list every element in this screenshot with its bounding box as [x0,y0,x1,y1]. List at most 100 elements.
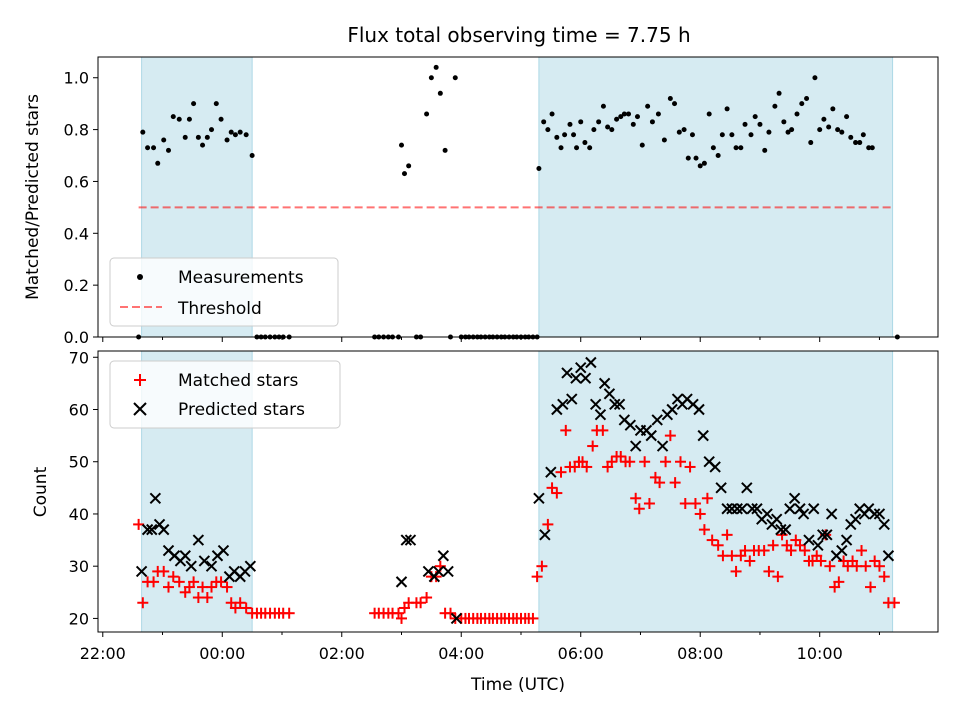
legend-label-matched: Matched stars [178,371,298,391]
predicted-point [539,529,551,541]
matched-point [639,456,651,468]
measurement-point [596,119,602,125]
legend-measurement-marker-icon [137,274,143,280]
predicted-point [205,560,218,572]
measurement-point [554,134,560,140]
bottom-ytick-label: 20 [69,609,89,628]
predicted-point [450,612,463,625]
x-axis-label: Time (UTC) [470,675,565,695]
predicted-point [645,429,657,442]
measurement-point [817,127,823,133]
predicted-point [217,544,230,557]
measurement-point [541,119,547,125]
predicted-point [741,482,753,494]
measurement-point [649,119,655,125]
measurement-point [710,145,716,151]
matched-point [860,560,872,572]
measurement-point [835,127,841,133]
matched-point [824,560,836,572]
matched-point [873,560,885,572]
matched-point [167,571,179,583]
measurement-point [794,111,800,117]
measurement-point [655,111,661,117]
measurement-point [757,121,763,127]
legend-label-measurements: Measurements [178,268,304,288]
measurement-point [667,95,673,101]
measurement-point [191,101,197,107]
measurement-point [830,106,836,112]
matched-point [864,581,876,593]
matched-point [721,529,733,541]
measurement-point [697,163,703,169]
predicted-point [135,565,148,578]
predicted-point [803,534,815,546]
matched-point [856,545,868,557]
matched-point [794,539,806,551]
predicted-point [715,482,727,494]
top-ytick-label: 0.4 [64,224,89,243]
matched-point [772,571,784,583]
measurement-point [733,145,739,151]
bottom-ytick-label: 30 [69,557,89,576]
matched-point [664,430,676,442]
matched-point [767,539,779,551]
top-legend: Measurements Threshold [109,257,339,327]
matched-point [758,545,770,557]
measurement-point [748,132,754,138]
measurement-point [719,132,725,138]
predicted-point [609,398,621,410]
measurement-point [145,145,151,151]
measurement-point [186,116,192,122]
measurement-point [591,127,597,133]
measurement-point [204,134,210,140]
measurement-point [200,142,206,148]
top-panel: Flux total observing time = 7.75 h 0.0 0.… [23,23,939,347]
predicted-point [561,367,573,379]
matched-point [815,555,827,567]
measurement-point [724,106,730,112]
measurement-point [170,114,176,120]
xtick-label: 06:00 [558,644,604,663]
predicted-point [575,362,587,374]
measurement-point [562,132,568,138]
xtick-label: 22:00 [80,644,126,663]
predicted-point [697,429,709,442]
predicted-point [594,409,607,421]
predicted-point [873,508,886,520]
matched-point [188,576,200,588]
predicted-point [812,539,824,552]
matched-point [173,576,185,588]
predicted-point [797,508,810,520]
measurement-point [626,111,632,117]
matched-point [527,612,539,624]
predicted-point [442,565,454,578]
bottom-ytick-label: 40 [69,505,89,524]
measurement-point [776,90,782,96]
xtick-label: 02:00 [319,644,365,663]
measurement-point [672,101,678,107]
matched-point [542,518,554,530]
predicted-point [849,513,862,525]
measurement-point [772,103,778,109]
measurement-point [558,145,564,151]
predicted-point [816,529,829,541]
matched-point [763,565,775,577]
matched-point [560,424,572,436]
bottom-legend: Matched stars Predicted stars [109,360,341,429]
matched-point [633,503,645,515]
legend-label-threshold: Threshold [177,299,262,319]
predicted-point [585,356,597,369]
measurement-point [182,134,188,140]
measurement-point [428,75,434,81]
predicted-point [746,503,758,515]
measurement-point [785,129,791,135]
predicted-point [721,503,733,515]
predicted-point [545,466,557,478]
predicted-point [395,576,408,588]
measurement-point [549,111,555,117]
matched-point [660,456,672,468]
shaded-interval [538,350,894,633]
matched-point [701,492,713,504]
measurement-point [567,121,573,127]
predicted-point [598,377,611,390]
